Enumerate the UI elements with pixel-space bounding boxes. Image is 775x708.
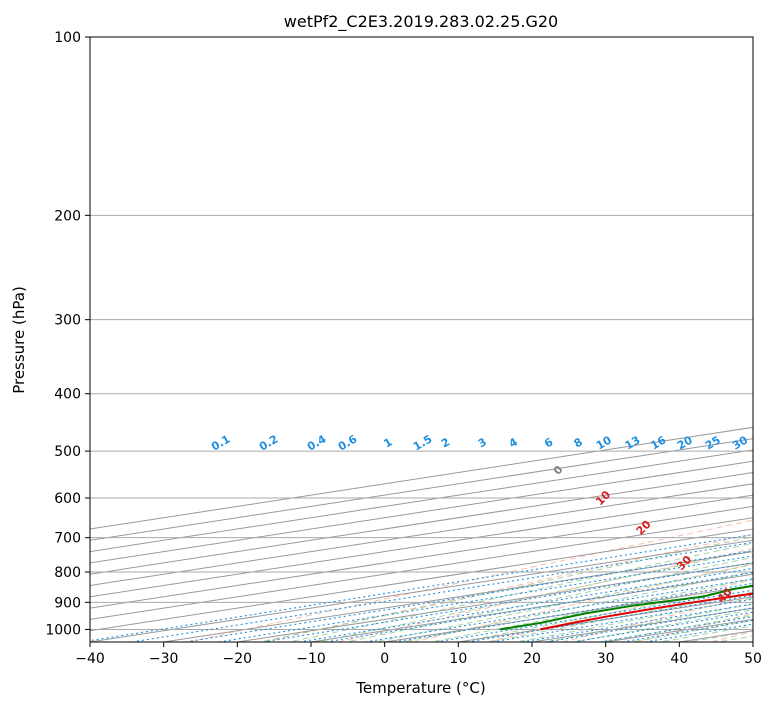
isotherm-line <box>90 472 753 575</box>
moist-adiabat <box>343 556 753 642</box>
mixing-ratio-line <box>467 594 753 642</box>
isotherm-line <box>679 630 753 642</box>
isotherm-line <box>310 573 753 642</box>
dry-adiabat <box>636 612 753 642</box>
dry-adiabat <box>487 579 753 642</box>
mixing-ratio-label: 2 <box>439 435 452 450</box>
moist-adiabat <box>542 603 753 642</box>
isotherm-line <box>90 449 753 553</box>
x-tick-label: −20 <box>223 651 253 667</box>
y-tick-label: 200 <box>54 208 81 224</box>
moist-adiabat <box>513 597 753 642</box>
mixing-ratio-label: 1.5 <box>411 432 434 453</box>
moist-adiabat <box>657 625 753 642</box>
mixing-ratio-label: 13 <box>623 434 643 453</box>
dry-adiabat <box>188 519 753 642</box>
x-tick-label: 10 <box>449 651 467 667</box>
mixing-ratio-line <box>262 562 753 642</box>
mixing-ratio-label: 30 <box>730 433 750 452</box>
y-axis-title: Pressure (hPa) <box>10 286 28 394</box>
isotherm-line <box>458 596 753 642</box>
moist-adiabat-label: 20 <box>634 517 654 537</box>
chart-grid <box>90 37 753 642</box>
isotherm-line <box>90 528 753 632</box>
isotherm-line <box>90 494 753 598</box>
isotherm-line <box>90 505 753 609</box>
x-tick-label: 30 <box>597 651 615 667</box>
mixing-ratio-label: 25 <box>703 434 723 453</box>
moist-adiabat <box>257 536 753 642</box>
mixing-ratio-label: 6 <box>542 435 555 450</box>
x-tick-label: −30 <box>149 651 179 667</box>
mixing-ratio-line <box>90 534 753 642</box>
dry-adiabat <box>412 563 753 642</box>
y-tick-label: 700 <box>54 531 81 547</box>
moist-adiabat <box>456 584 753 642</box>
mixing-ratio-label: 36 <box>755 433 775 452</box>
y-tick-label: 800 <box>54 565 81 581</box>
x-tick-label: 50 <box>744 651 762 667</box>
mixing-ratio-line <box>492 598 753 642</box>
mixing-ratio-label: 16 <box>649 433 669 452</box>
mixing-ratio-line <box>131 541 753 642</box>
y-tick-label: 400 <box>54 387 81 403</box>
mixing-ratio-line <box>546 607 753 642</box>
mixing-ratio-label: 0.1 <box>209 432 232 453</box>
isotherm-line <box>531 607 753 642</box>
mixing-ratio-label: 0.6 <box>336 432 360 453</box>
mixing-ratio-label: 8 <box>572 435 585 450</box>
y-tick-label: 100 <box>54 30 81 46</box>
moist-adiabat-label: 10 <box>593 488 613 508</box>
moist-adiabat <box>628 619 753 642</box>
y-tick-label: 1000 <box>45 622 81 638</box>
y-tick-label: 900 <box>54 595 81 611</box>
mixing-ratio-label: 4 <box>507 435 520 450</box>
moist-adiabat <box>400 571 753 642</box>
mixing-ratio-line <box>572 611 753 642</box>
isotherm-line <box>90 460 753 564</box>
mixing-ratio-label: 1 <box>381 435 394 450</box>
x-axis-title: Temperature (°C) <box>355 679 485 697</box>
moist-adiabat <box>686 630 753 642</box>
dry-adiabat <box>263 533 753 642</box>
mixing-ratio-line <box>185 550 753 642</box>
moist-adiabat-label: 0 <box>551 463 566 478</box>
y-tick-label: 300 <box>54 313 81 329</box>
x-tick-label: 0 <box>380 651 389 667</box>
x-tick-label: 40 <box>670 651 688 667</box>
moist-adiabat <box>372 563 753 642</box>
mixing-ratio-line <box>436 589 753 642</box>
y-tick-label: 500 <box>54 444 81 460</box>
moist-adiabat <box>315 549 753 642</box>
chart-title: wetPf2_C2E3.2019.283.02.25.G20 <box>284 12 558 32</box>
isotherm-line <box>90 483 753 587</box>
x-tick-label: −40 <box>75 651 105 667</box>
dry-adiabat <box>338 548 753 642</box>
moist-adiabat-label: 30 <box>674 553 694 573</box>
mixing-ratio-label: 0.2 <box>257 432 280 453</box>
isotherm-line <box>237 562 753 642</box>
mixing-ratio-line <box>522 603 753 642</box>
isotherm-line <box>90 517 753 620</box>
mixing-ratio-label: 3 <box>476 435 489 450</box>
isotherm-line <box>90 539 753 642</box>
y-tick-label: 600 <box>54 491 81 507</box>
x-tick-label: −10 <box>296 651 326 667</box>
isotherm-line <box>752 641 753 642</box>
x-tick-label: 20 <box>523 651 541 667</box>
mixing-ratio-label: 0.4 <box>305 432 329 453</box>
axes: −40 −30 −20 −10 0 10 20 30 40 5010009008007006005… <box>45 30 762 667</box>
temperature-line <box>540 592 753 631</box>
moist-adiabat <box>286 542 753 642</box>
plot-frame <box>89 36 754 643</box>
